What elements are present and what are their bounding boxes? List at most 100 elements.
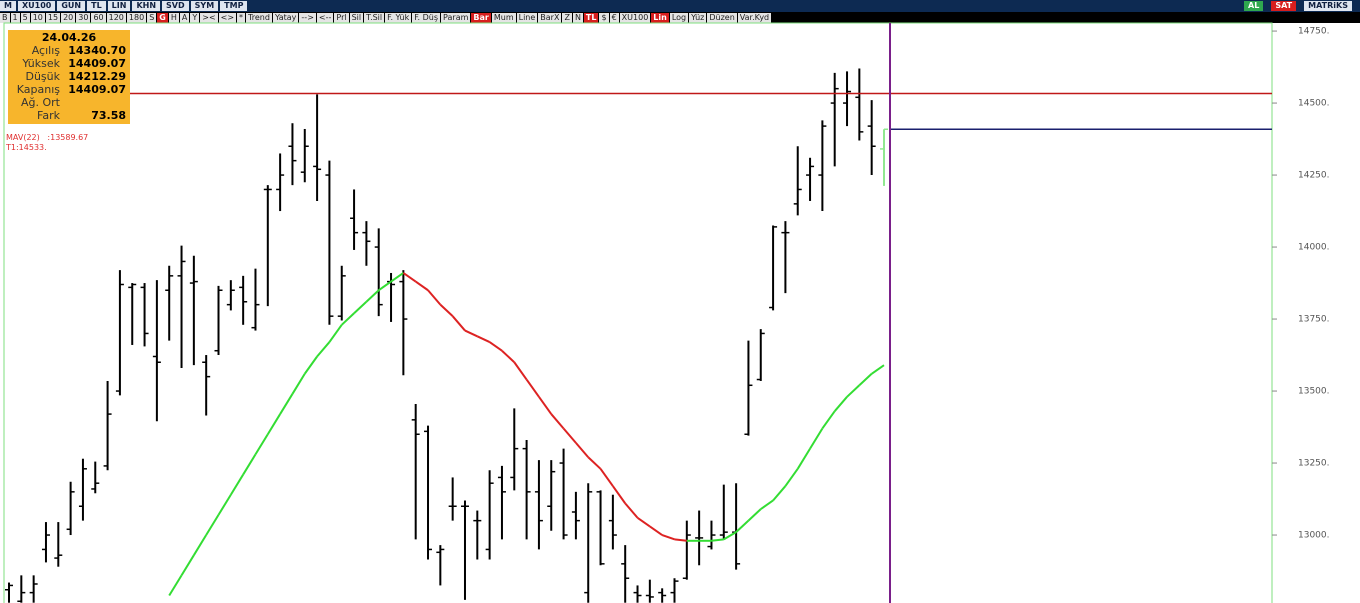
toolbar-button[interactable]: Prl	[334, 12, 349, 23]
toolbar-button[interactable]: KHN	[132, 1, 161, 11]
ma-segment	[871, 364, 885, 375]
ma-segment	[821, 410, 836, 430]
info-value: 14409.07	[68, 57, 126, 70]
info-row: Yüksek 14409.07	[8, 57, 130, 70]
toolbar-button[interactable]: <--	[316, 12, 334, 23]
toolbar-button[interactable]: N	[572, 12, 583, 23]
ma-segment	[599, 468, 614, 487]
info-row: Düşük 14212.29	[8, 70, 130, 83]
toolbar-button[interactable]: A	[179, 12, 190, 23]
toolbar-button[interactable]: AL	[1244, 1, 1264, 11]
ma-segment	[636, 516, 651, 528]
toolbar-button[interactable]: M	[0, 1, 16, 11]
toolbar-button[interactable]: 60	[91, 12, 106, 23]
toolbar-button[interactable]: SVD	[162, 1, 189, 11]
toolbar-button[interactable]: MATRiKS	[1304, 1, 1352, 11]
toolbar-button[interactable]: $	[599, 12, 609, 23]
toolbar-button[interactable]: F. Düş	[412, 12, 441, 23]
toolbar-button[interactable]: LIN	[107, 1, 131, 11]
toolbar-button[interactable]: Z	[562, 12, 572, 23]
toolbar-button[interactable]: GUN	[57, 1, 86, 11]
toolbar-button[interactable]: €	[609, 12, 619, 23]
y-tick-label: 14250.	[1298, 171, 1330, 181]
toolbar-button[interactable]: XU100	[619, 12, 651, 23]
toolbar-button[interactable]: 10	[30, 12, 45, 23]
ma-segment	[723, 531, 737, 541]
ma-segment	[674, 538, 687, 542]
ma-segment	[242, 453, 257, 476]
toolbar-button[interactable]: SYM	[190, 1, 219, 11]
toolbar-button[interactable]: 30	[76, 12, 91, 23]
ma-segment	[760, 499, 774, 510]
toolbar-button[interactable]: S	[147, 12, 157, 23]
toolbar-button[interactable]: Yüz	[689, 12, 707, 23]
toolbar-top: M XU100 GUN TL LIN KHN SVD SYM TMP AL SAT MATRiKS	[0, 0, 1360, 12]
toolbar-button[interactable]: B	[0, 12, 10, 23]
ma-segment	[464, 329, 478, 338]
info-row: Kapanış 14409.07	[8, 83, 130, 96]
ma-segment	[833, 396, 848, 412]
ma-segment	[168, 574, 183, 597]
toolbar-button[interactable]: 120	[106, 12, 126, 23]
info-label: Kapanış	[16, 83, 60, 96]
toolbar-button[interactable]: H	[168, 12, 179, 23]
toolbar-button[interactable]: Yatay	[272, 12, 299, 23]
toolbar-button[interactable]: Bar	[471, 12, 491, 23]
ma-segment	[575, 442, 589, 458]
y-tick-label: 13250.	[1298, 459, 1330, 469]
toolbar-button[interactable]: -->	[299, 12, 316, 23]
ma-segment	[402, 272, 417, 283]
info-row: Açılış 14340.70	[8, 44, 130, 57]
ma-value: :13589.67	[47, 133, 89, 142]
toolbar-button[interactable]: Mum	[491, 12, 516, 23]
info-label: Fark	[37, 109, 60, 122]
toolbar-button[interactable]: 1	[10, 12, 20, 23]
toolbar-button[interactable]: TMP	[220, 1, 248, 11]
toolbar-button[interactable]: TL	[583, 12, 599, 23]
ma-segment	[427, 289, 442, 306]
toolbar-button[interactable]: BarX	[538, 12, 562, 23]
toolbar-button[interactable]: Trend	[246, 12, 272, 23]
y-tick-label: 14500.	[1298, 99, 1330, 109]
y-tick-label: 14750.	[1298, 27, 1330, 37]
toolbar-button[interactable]: Lin	[651, 12, 669, 23]
y-tick-label: 14000.	[1298, 243, 1330, 253]
toolbar-button[interactable]: Log	[669, 12, 689, 23]
toolbar-button[interactable]: XU100	[17, 1, 56, 11]
toolbar-button[interactable]: Y	[190, 12, 200, 23]
ma-segment	[205, 514, 220, 536]
toolbar-button[interactable]: <>	[218, 12, 237, 23]
toolbar-button[interactable]: 20	[61, 12, 76, 23]
info-label: Düşük	[25, 70, 60, 83]
ma-segment	[538, 396, 553, 415]
toolbar-button[interactable]: Düzen	[707, 12, 737, 23]
toolbar-button[interactable]: 5	[20, 12, 30, 23]
toolbar-button[interactable]: *	[237, 12, 246, 23]
ma-segment	[341, 312, 355, 326]
toolbar-button[interactable]: Line	[516, 12, 538, 23]
ma-name: MAV(22)	[6, 133, 40, 142]
toolbar-button[interactable]: G	[157, 12, 168, 23]
toolbar-button[interactable]: 15	[45, 12, 61, 23]
toolbar-button[interactable]: Var.Kyd	[737, 12, 772, 23]
toolbar-button[interactable]: ><	[200, 12, 218, 23]
toolbar-button[interactable]: SAT	[1271, 1, 1297, 11]
trend-label: T1:14533.	[6, 143, 47, 152]
ma-segment	[353, 301, 368, 315]
info-value: 14340.70	[68, 44, 126, 57]
ma-segment	[772, 485, 787, 502]
toolbar-button[interactable]: 180	[126, 12, 147, 23]
info-label: Ağ. Ort	[21, 96, 60, 109]
chart-frame	[3, 22, 1273, 603]
toolbar-button[interactable]: F. Yük	[385, 12, 412, 23]
toolbar-right: AL SAT MATRiKS	[1244, 1, 1360, 11]
info-value: 14409.07	[68, 83, 126, 96]
toolbar-button[interactable]: T.Sil	[364, 12, 385, 23]
toolbar-button[interactable]: Sil	[349, 12, 364, 23]
ma-segment	[476, 335, 491, 343]
ma-segment	[711, 538, 724, 542]
toolbar-button[interactable]: Param	[441, 12, 471, 23]
toolbar-button[interactable]: TL	[87, 1, 106, 11]
ma-segment	[513, 361, 528, 381]
